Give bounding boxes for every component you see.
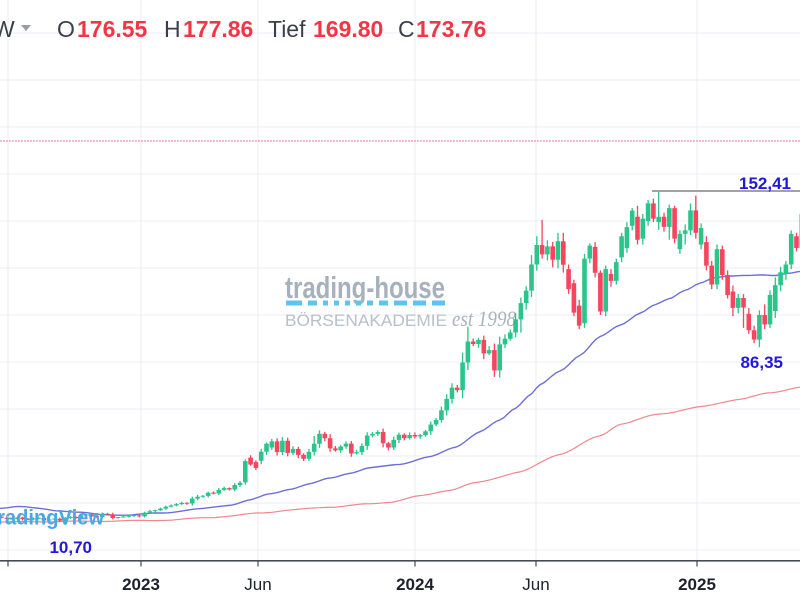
svg-text:trading-house: trading-house — [285, 270, 445, 305]
svg-text:10,70: 10,70 — [49, 538, 92, 557]
svg-text:Tief: Tief — [268, 16, 306, 42]
svg-text:Jun: Jun — [244, 575, 271, 594]
svg-text:169.80: 169.80 — [313, 16, 383, 42]
svg-text:86,35: 86,35 — [740, 353, 783, 372]
svg-text:H: H — [164, 16, 181, 42]
svg-text:Jun: Jun — [522, 575, 549, 594]
svg-text:BÖRSENAKADEMIE: BÖRSENAKADEMIE — [285, 311, 447, 330]
svg-text:W: W — [0, 16, 15, 42]
svg-text:2024: 2024 — [396, 575, 434, 594]
svg-text:176.55: 176.55 — [77, 16, 148, 42]
svg-text:TradingView: TradingView — [0, 507, 105, 530]
svg-text:152,41: 152,41 — [739, 174, 791, 193]
svg-text:173.76: 173.76 — [416, 16, 486, 42]
svg-text:2023: 2023 — [122, 575, 160, 594]
svg-text:C: C — [398, 16, 415, 42]
svg-text:177.86: 177.86 — [183, 16, 253, 42]
svg-text:est 1998: est 1998 — [452, 306, 516, 331]
svg-text:2025: 2025 — [678, 575, 716, 594]
svg-text:O: O — [57, 16, 75, 42]
